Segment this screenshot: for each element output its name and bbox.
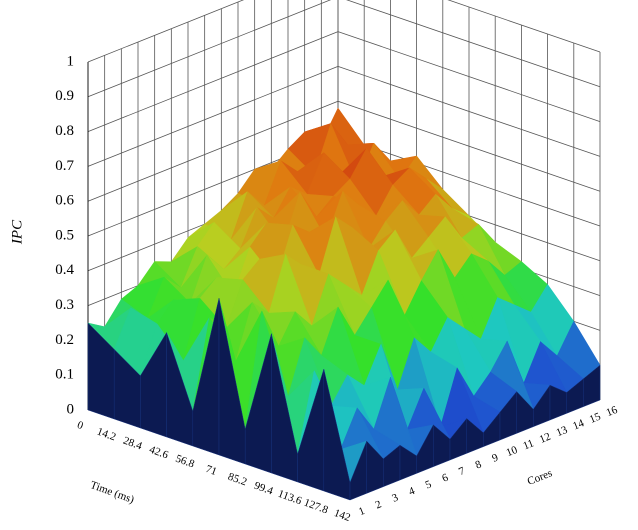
z-tick-label: 0.6 [55, 193, 74, 209]
grid-line [87, 31, 339, 132]
surface-skirt [583, 364, 601, 408]
z-tick-label: 0.1 [55, 367, 74, 383]
y-tick-label: 6 [440, 471, 450, 484]
z-tick-label: 0.4 [55, 262, 74, 278]
y-tick-label: 12 [538, 431, 553, 446]
x-tick-label: 99.4 [252, 480, 275, 498]
x-tick-label: 0 [76, 419, 86, 432]
x-axis-label: Time (ms) [89, 479, 136, 506]
z-tick-label: 0.7 [55, 158, 74, 174]
y-tick-label: 5 [424, 478, 434, 491]
y-tick-label: 1 [357, 505, 367, 518]
x-tick-label: 56.8 [174, 453, 197, 471]
y-tick-label: 2 [374, 498, 384, 511]
y-tick-label: 9 [490, 451, 500, 464]
z-tick-label: 0 [67, 401, 75, 417]
y-tick-label: 13 [554, 424, 569, 439]
y-tick-label: 16 [604, 404, 619, 419]
y-tick-label: 15 [588, 410, 603, 425]
y-tick-label: 3 [390, 491, 400, 504]
x-tick-label: 71 [204, 463, 218, 478]
grid-line [87, 0, 245, 63]
z-tick-label: 0.2 [55, 332, 74, 348]
x-tick-label: 127.8 [302, 497, 330, 517]
x-tick-label: 85.2 [226, 471, 248, 489]
y-tick-label: 4 [407, 485, 417, 498]
y-tick-label: 14 [571, 417, 586, 432]
grid-line [87, 100, 339, 202]
z-tick-label: 1 [67, 53, 75, 69]
z-axis-label: IPC [9, 219, 25, 245]
y-axis-label: Cores [526, 467, 554, 488]
grid-line [87, 66, 339, 167]
y-tick-label: 10 [504, 444, 519, 459]
grid-line [87, 0, 332, 98]
z-tick-label: 0.3 [55, 297, 74, 313]
x-tick-label: 42.6 [148, 444, 171, 462]
z-tick-label: 0.5 [55, 227, 74, 243]
x-tick-label: 14.2 [95, 426, 117, 444]
y-tick-label: 11 [521, 437, 535, 452]
z-tick-label: 0.8 [55, 123, 74, 139]
x-tick-label: 142 [332, 507, 352, 524]
x-tick-label: 28.4 [121, 435, 144, 453]
z-tick-label: 0.9 [55, 88, 74, 104]
y-tick-label: 7 [457, 465, 467, 478]
y-tick-label: 8 [474, 458, 484, 471]
x-tick-label: 113.6 [276, 488, 303, 508]
